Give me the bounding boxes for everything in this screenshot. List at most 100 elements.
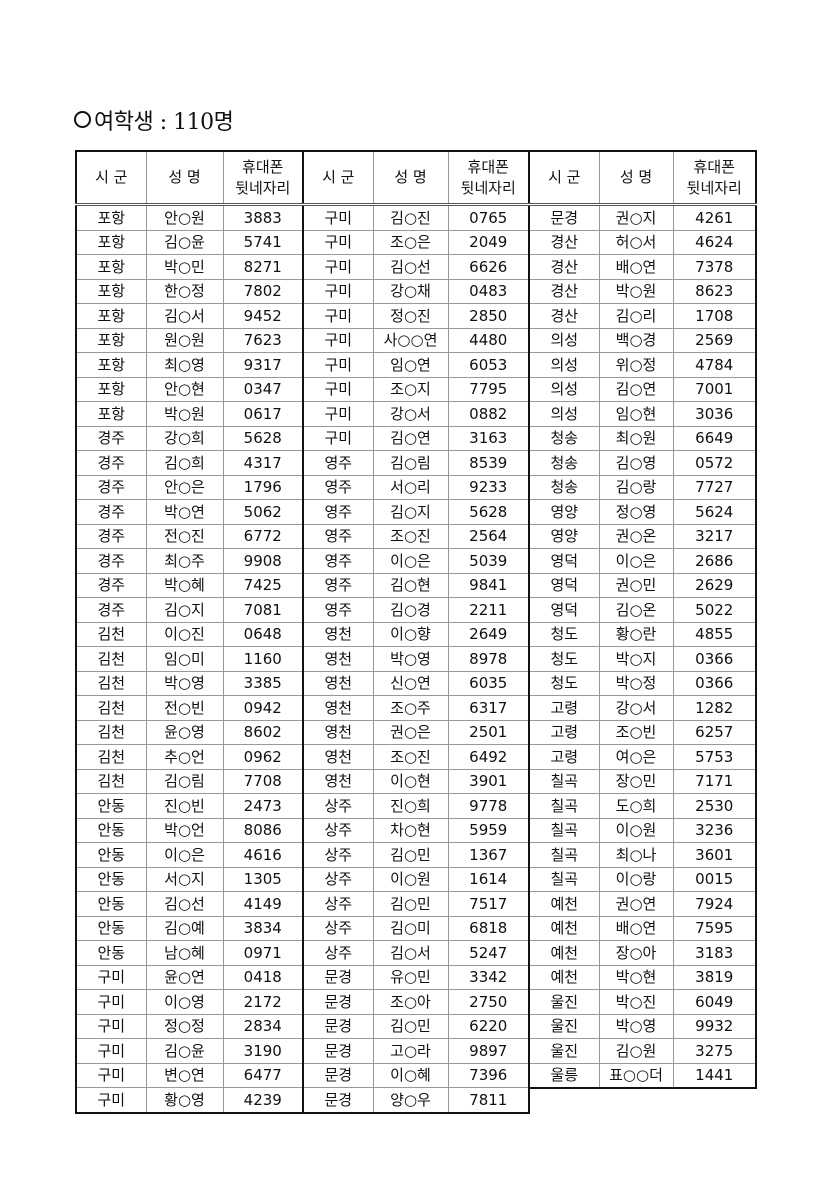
phone-cell: 4784	[672, 352, 757, 378]
phone-cell: 4149	[222, 891, 304, 917]
name-cell: 권○지	[598, 204, 674, 231]
table-row: 영주 김○지 5628	[302, 499, 530, 525]
table-row: 구미 임○연 6053	[302, 352, 530, 378]
table-row: 문경 양○우 7811	[302, 1087, 530, 1113]
city-cell: 상주	[302, 817, 374, 843]
table-row: 구미 김○윤 3190	[75, 1038, 304, 1064]
city-cell: 구미	[302, 376, 374, 402]
table-row: 경주 김○희 4317	[75, 450, 304, 476]
phone-cell: 2211	[447, 597, 530, 623]
city-cell: 경주	[75, 523, 147, 549]
table-row: 영천 이○향 2649	[302, 621, 530, 647]
phone-cell: 4261	[672, 204, 757, 231]
name-cell: 조○은	[372, 229, 449, 255]
name-cell: 서○지	[145, 866, 224, 892]
phone-cell: 1796	[222, 474, 304, 500]
city-cell: 의성	[528, 327, 600, 353]
table-row: 고령 조○빈 6257	[528, 719, 757, 745]
city-cell: 구미	[75, 1062, 147, 1088]
city-cell: 경주	[75, 474, 147, 500]
name-cell: 전○진	[145, 523, 224, 549]
table-row: 경산 박○원 8623	[528, 278, 757, 304]
phone-cell: 8271	[222, 254, 304, 280]
phone-cell: 6257	[672, 719, 757, 745]
phone-cell: 5022	[672, 597, 757, 623]
phone-cell: 7924	[672, 891, 757, 917]
name-cell: 허○서	[598, 229, 674, 255]
phone-cell: 9233	[447, 474, 530, 500]
phone-cell: 8602	[222, 719, 304, 745]
phone-cell: 1614	[447, 866, 530, 892]
name-cell: 박○언	[145, 817, 224, 843]
phone-cell: 9932	[672, 1013, 757, 1039]
phone-cell: 9452	[222, 303, 304, 329]
name-cell: 황○영	[145, 1087, 224, 1113]
phone-cell: 5628	[447, 499, 530, 525]
table-row: 문경 조○아 2750	[302, 989, 530, 1015]
city-cell: 예천	[528, 915, 600, 941]
city-cell: 구미	[75, 1038, 147, 1064]
table-row: 영양 정○영 5624	[528, 499, 757, 525]
name-cell: 이○혜	[372, 1062, 449, 1088]
city-cell: 청도	[528, 646, 600, 672]
table-row: 포항 최○영 9317	[75, 352, 304, 378]
name-cell: 이○원	[598, 817, 674, 843]
city-cell: 영주	[302, 523, 374, 549]
header-name: 성 명	[372, 150, 449, 206]
phone-cell: 6492	[447, 744, 530, 770]
phone-cell: 2473	[222, 793, 304, 819]
name-cell: 최○주	[145, 548, 224, 574]
city-cell: 경주	[75, 572, 147, 598]
phone-cell: 6220	[447, 1013, 530, 1039]
city-cell: 구미	[75, 1013, 147, 1039]
table-row: 예천 박○현 3819	[528, 964, 757, 990]
table-row: 상주 김○민 1367	[302, 842, 530, 868]
name-cell: 배○연	[598, 915, 674, 941]
city-cell: 문경	[528, 204, 600, 231]
circle-bullet-icon	[74, 111, 91, 128]
table-row: 포항 원○원 7623	[75, 327, 304, 353]
city-cell: 안동	[75, 817, 147, 843]
city-cell: 영천	[302, 646, 374, 672]
city-cell: 울릉	[528, 1062, 600, 1089]
phone-cell: 8086	[222, 817, 304, 843]
phone-cell: 0648	[222, 621, 304, 647]
city-cell: 안동	[75, 866, 147, 892]
name-cell: 고○라	[372, 1038, 449, 1064]
city-cell: 영천	[302, 695, 374, 721]
phone-cell: 6818	[447, 915, 530, 941]
name-cell: 김○림	[372, 450, 449, 476]
name-cell: 김○희	[145, 450, 224, 476]
phone-cell: 7795	[447, 376, 530, 402]
name-cell: 박○진	[598, 989, 674, 1015]
table-row: 영양 권○온 3217	[528, 523, 757, 549]
table-row: 포항 안○현 0347	[75, 376, 304, 402]
city-cell: 김천	[75, 621, 147, 647]
name-cell: 이○진	[145, 621, 224, 647]
header-phone: 휴대폰 뒷네자리	[447, 150, 530, 206]
phone-cell: 3217	[672, 523, 757, 549]
name-cell: 강○희	[145, 425, 224, 451]
table-row: 영주 조○진 2564	[302, 523, 530, 549]
table-row: 안동 진○빈 2473	[75, 793, 304, 819]
table-row: 영천 조○주 6317	[302, 695, 530, 721]
table-row: 상주 김○민 7517	[302, 891, 530, 917]
name-cell: 이○영	[145, 989, 224, 1015]
city-cell: 김천	[75, 744, 147, 770]
name-cell: 신○연	[372, 670, 449, 696]
table-row: 경주 안○은 1796	[75, 474, 304, 500]
city-cell: 의성	[528, 352, 600, 378]
phone-cell: 9897	[447, 1038, 530, 1064]
table-row: 경산 김○리 1708	[528, 303, 757, 329]
phone-cell: 1441	[672, 1062, 757, 1089]
phone-cell: 9841	[447, 572, 530, 598]
phone-cell: 5753	[672, 744, 757, 770]
header-phone: 휴대폰 뒷네자리	[222, 150, 304, 206]
phone-cell: 7811	[447, 1087, 530, 1113]
name-cell: 여○은	[598, 744, 674, 770]
name-cell: 장○민	[598, 768, 674, 794]
name-cell: 유○민	[372, 964, 449, 990]
name-cell: 최○원	[598, 425, 674, 451]
table-row: 영천 조○진 6492	[302, 744, 530, 770]
phone-cell: 3036	[672, 401, 757, 427]
